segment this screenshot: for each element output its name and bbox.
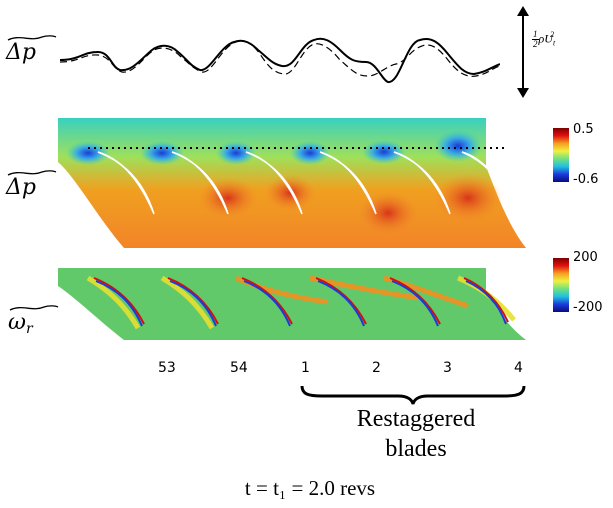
blade-number-3: 3 — [443, 360, 452, 376]
pressure-colorbar-min: -0.6 — [573, 172, 599, 187]
trace-dashed — [60, 40, 500, 77]
tilde-mark — [7, 35, 57, 41]
vorticity-colorbar — [553, 258, 569, 312]
restaggered-brace — [300, 385, 526, 405]
pressure-trace-label: Δp — [6, 35, 58, 74]
blades-vorticity — [93, 277, 509, 327]
pressure-contour-field — [58, 118, 526, 248]
blades-pressure — [97, 151, 515, 215]
scale-bar-label: 1 2 ρUt2 — [532, 29, 556, 49]
vorticity-contour-label: ωr — [8, 305, 60, 344]
pressure-contour-label: Δp — [6, 170, 58, 209]
blade-number-53: 53 — [158, 360, 176, 376]
pressure-trace-plot — [60, 37, 500, 83]
vorticity-colorbar-min: -200 — [573, 300, 603, 315]
pressure-colorbar-max: 0.5 — [573, 122, 594, 137]
blade-number-4: 4 — [514, 360, 523, 376]
pressure-colorbar — [553, 128, 569, 182]
vorticity-colorbar-max: 200 — [573, 250, 598, 265]
restaggered-label: Restaggered blades — [356, 406, 476, 462]
blade-number-2: 2 — [372, 360, 381, 376]
blade-number-1: 1 — [301, 360, 310, 376]
vorticity-contour-field — [58, 268, 526, 340]
blade-number-54: 54 — [230, 360, 248, 376]
high-pressure-spots — [198, 174, 502, 235]
time-caption: t = t₁ = 2.0 revs — [244, 476, 376, 500]
scale-bar-arrow — [517, 6, 529, 98]
trace-solid — [60, 37, 500, 83]
vorticity-wakes — [86, 275, 516, 330]
